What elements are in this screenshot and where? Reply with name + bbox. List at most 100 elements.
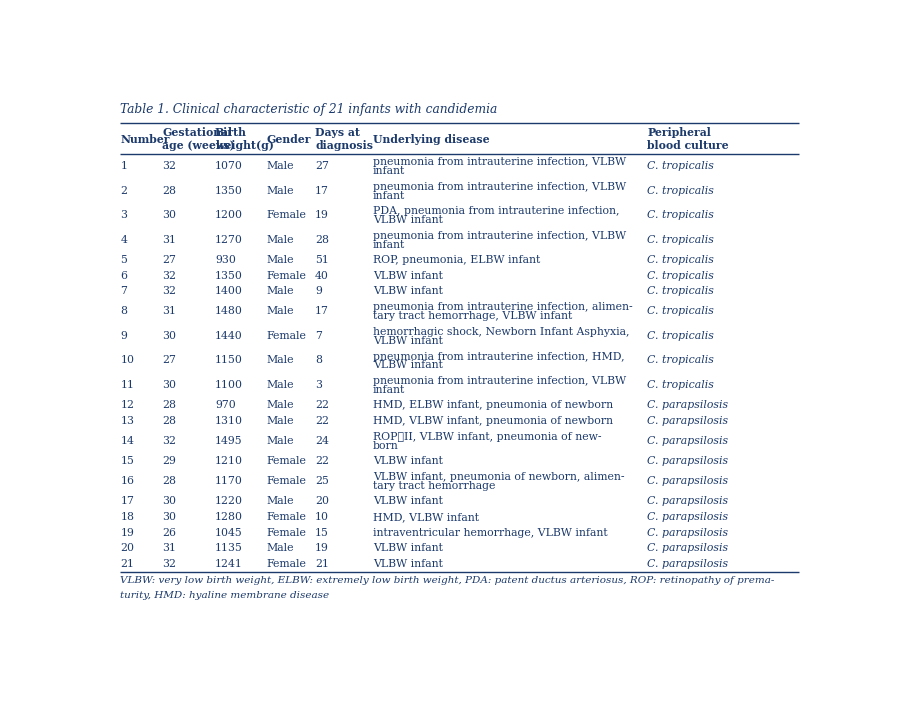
Text: 10: 10 (120, 356, 135, 365)
Text: Table 1. Clinical characteristic of 21 infants with candidemia: Table 1. Clinical characteristic of 21 i… (120, 103, 498, 115)
Text: C. parapsilosis: C. parapsilosis (648, 512, 728, 522)
Text: Peripheral
blood culture: Peripheral blood culture (648, 127, 729, 151)
Text: ROP, pneumonia, ELBW infant: ROP, pneumonia, ELBW infant (373, 255, 540, 265)
Text: Male: Male (266, 286, 294, 296)
Text: 8: 8 (120, 306, 127, 317)
Text: infant: infant (373, 240, 405, 250)
Text: 28: 28 (162, 400, 176, 410)
Text: Days at
diagnosis: Days at diagnosis (315, 127, 373, 151)
Text: 27: 27 (162, 255, 176, 265)
Text: 1200: 1200 (215, 210, 243, 220)
Text: C. tropicalis: C. tropicalis (648, 161, 714, 171)
Text: pneumonia from intrauterine infection, VLBW: pneumonia from intrauterine infection, V… (373, 182, 626, 192)
Text: ROP（II, VLBW infant, pneumonia of new-: ROP（II, VLBW infant, pneumonia of new- (373, 432, 601, 442)
Text: VLBW infant: VLBW infant (373, 456, 443, 466)
Text: VLBW infant: VLBW infant (373, 271, 443, 280)
Text: 1310: 1310 (215, 416, 243, 426)
Text: 11: 11 (120, 380, 135, 390)
Text: C. parapsilosis: C. parapsilosis (648, 456, 728, 466)
Text: turity, HMD: hyaline membrane disease: turity, HMD: hyaline membrane disease (120, 591, 329, 600)
Text: 24: 24 (315, 436, 329, 446)
Text: 8: 8 (315, 356, 322, 365)
Text: 26: 26 (162, 528, 176, 538)
Text: VLBW infant: VLBW infant (373, 336, 443, 346)
Text: VLBW infant: VLBW infant (373, 286, 443, 296)
Text: 25: 25 (315, 476, 329, 486)
Text: Female: Female (266, 456, 307, 466)
Text: 1495: 1495 (215, 436, 242, 446)
Text: 32: 32 (162, 286, 176, 296)
Text: 3: 3 (315, 380, 322, 390)
Text: Male: Male (266, 416, 294, 426)
Text: 31: 31 (162, 306, 176, 317)
Text: 5: 5 (120, 255, 127, 265)
Text: Female: Female (266, 331, 307, 341)
Text: HMD, ELBW infant, pneumonia of newborn: HMD, ELBW infant, pneumonia of newborn (373, 400, 613, 410)
Text: infant: infant (373, 385, 405, 395)
Text: 30: 30 (162, 512, 176, 522)
Text: 40: 40 (315, 271, 329, 280)
Text: 22: 22 (315, 456, 329, 466)
Text: 2: 2 (120, 186, 127, 195)
Text: 1350: 1350 (215, 186, 243, 195)
Text: Male: Male (266, 380, 294, 390)
Text: 17: 17 (315, 186, 329, 195)
Text: Birth
weight(g): Birth weight(g) (215, 127, 274, 151)
Text: Female: Female (266, 271, 307, 280)
Text: 15: 15 (315, 528, 329, 538)
Text: 31: 31 (162, 234, 176, 245)
Text: HMD, VLBW infant: HMD, VLBW infant (373, 512, 479, 522)
Text: 7: 7 (120, 286, 127, 296)
Text: C. parapsilosis: C. parapsilosis (648, 543, 728, 553)
Text: 1480: 1480 (215, 306, 243, 317)
Text: 30: 30 (162, 497, 176, 506)
Text: VLBW infant: VLBW infant (373, 543, 443, 553)
Text: Female: Female (266, 210, 307, 220)
Text: 21: 21 (315, 559, 329, 569)
Text: 22: 22 (315, 416, 329, 426)
Text: Number: Number (120, 134, 170, 144)
Text: 1270: 1270 (215, 234, 243, 245)
Text: 32: 32 (162, 271, 176, 280)
Text: C. parapsilosis: C. parapsilosis (648, 436, 728, 446)
Text: 29: 29 (162, 456, 176, 466)
Text: 17: 17 (120, 497, 135, 506)
Text: 930: 930 (215, 255, 236, 265)
Text: 6: 6 (120, 271, 127, 280)
Text: 13: 13 (120, 416, 135, 426)
Text: VLBW infant: VLBW infant (373, 215, 443, 225)
Text: HMD, VLBW infant, pneumonia of newborn: HMD, VLBW infant, pneumonia of newborn (373, 416, 613, 426)
Text: Female: Female (266, 476, 307, 486)
Text: 17: 17 (315, 306, 329, 317)
Text: VLBW: very low birth weight, ELBW: extremely low birth weight, PDA: patent ductu: VLBW: very low birth weight, ELBW: extre… (120, 576, 775, 585)
Text: VLBW infant: VLBW infant (373, 361, 443, 370)
Text: 20: 20 (120, 543, 135, 553)
Text: Female: Female (266, 559, 307, 569)
Text: Male: Male (266, 306, 294, 317)
Text: pneumonia from intrauterine infection, HMD,: pneumonia from intrauterine infection, H… (373, 351, 624, 362)
Text: pneumonia from intrauterine infection, VLBW: pneumonia from intrauterine infection, V… (373, 376, 626, 386)
Text: pneumonia from intrauterine infection, alimen-: pneumonia from intrauterine infection, a… (373, 302, 632, 312)
Text: Male: Male (266, 161, 294, 171)
Text: intraventricular hemorrhage, VLBW infant: intraventricular hemorrhage, VLBW infant (373, 528, 607, 538)
Text: 19: 19 (315, 543, 329, 553)
Text: 1210: 1210 (215, 456, 243, 466)
Text: Male: Male (266, 255, 294, 265)
Text: C. tropicalis: C. tropicalis (648, 210, 714, 220)
Text: Male: Male (266, 234, 294, 245)
Text: Female: Female (266, 528, 307, 538)
Text: 1070: 1070 (215, 161, 243, 171)
Text: 970: 970 (215, 400, 236, 410)
Text: hemorrhagic shock, Newborn Infant Asphyxia,: hemorrhagic shock, Newborn Infant Asphyx… (373, 327, 630, 337)
Text: C. tropicalis: C. tropicalis (648, 331, 714, 341)
Text: pneumonia from intrauterine infection, VLBW: pneumonia from intrauterine infection, V… (373, 157, 626, 167)
Text: born: born (373, 441, 398, 451)
Text: VLBW infant, pneumonia of newborn, alimen-: VLBW infant, pneumonia of newborn, alime… (373, 473, 624, 482)
Text: 15: 15 (120, 456, 135, 466)
Text: 32: 32 (162, 161, 176, 171)
Text: 1350: 1350 (215, 271, 243, 280)
Text: Male: Male (266, 400, 294, 410)
Text: Underlying disease: Underlying disease (373, 134, 490, 144)
Text: infant: infant (373, 190, 405, 200)
Text: C. tropicalis: C. tropicalis (648, 271, 714, 280)
